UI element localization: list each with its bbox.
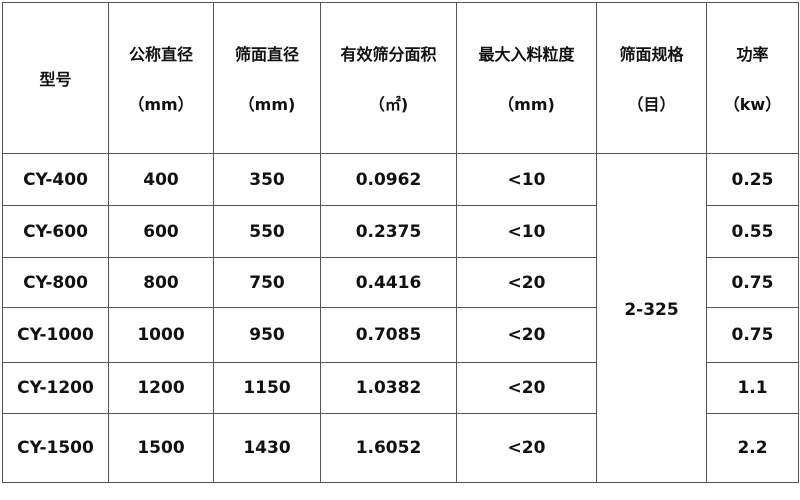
cell-model: CY-1500 bbox=[2, 413, 109, 483]
table-row: CY-1000 1000 950 0.7085 <20 0.75 bbox=[2, 307, 799, 363]
cell-effective-area: 1.0382 bbox=[320, 362, 457, 414]
cell-model: CY-800 bbox=[2, 257, 109, 308]
cell-screen-diameter: 1150 bbox=[213, 362, 321, 414]
spec-table: 型号 公称直径 （mm） 筛面直径 （mm) 有效筛分面积 （㎡) 最大入料粒度 （mm… bbox=[2, 2, 799, 483]
table-row: CY-1500 1500 1430 1.6052 <20 2.2 bbox=[2, 413, 799, 483]
cell-max-feed-size: <10 bbox=[456, 153, 597, 206]
cell-power: 0.75 bbox=[706, 307, 799, 363]
header-row: 型号 公称直径 （mm） 筛面直径 （mm) 有效筛分面积 （㎡) 最大入料粒度 （mm… bbox=[2, 2, 799, 154]
cell-power: 1.1 bbox=[706, 362, 799, 414]
mesh-spec-value: 2-325 bbox=[624, 300, 679, 320]
cell-max-feed-size: <20 bbox=[456, 257, 597, 308]
header-mesh-spec: 筛面规格 （目） bbox=[596, 2, 707, 154]
cell-power: 0.25 bbox=[706, 153, 799, 206]
cell-screen-diameter: 350 bbox=[213, 153, 321, 206]
cell-screen-diameter: 1430 bbox=[213, 413, 321, 483]
cell-model: CY-1200 bbox=[2, 362, 109, 414]
table-row: CY-600 600 550 0.2375 <10 0.55 bbox=[2, 205, 799, 258]
cell-max-feed-size: <10 bbox=[456, 205, 597, 258]
cell-nominal-diameter: 1000 bbox=[108, 307, 214, 363]
cell-nominal-diameter: 400 bbox=[108, 153, 214, 206]
cell-power: 2.2 bbox=[706, 413, 799, 483]
header-power: 功率 （kw） bbox=[706, 2, 799, 154]
cell-nominal-diameter: 600 bbox=[108, 205, 214, 258]
cell-max-feed-size: <20 bbox=[456, 307, 597, 363]
cell-power: 0.55 bbox=[706, 205, 799, 258]
cell-nominal-diameter: 800 bbox=[108, 257, 214, 308]
cell-mesh-spec: 2-325 bbox=[596, 153, 707, 483]
cell-max-feed-size: <20 bbox=[456, 413, 597, 483]
cell-nominal-diameter: 1200 bbox=[108, 362, 214, 414]
cell-effective-area: 1.6052 bbox=[320, 413, 457, 483]
cell-effective-area: 0.7085 bbox=[320, 307, 457, 363]
header-effective-area: 有效筛分面积 （㎡) bbox=[320, 2, 457, 154]
table-row: CY-800 800 750 0.4416 <20 0.75 bbox=[2, 257, 799, 308]
cell-model: CY-1000 bbox=[2, 307, 109, 363]
table-row: CY-400 400 350 0.0962 <10 2-325 0.25 bbox=[2, 153, 799, 483]
cell-effective-area: 0.2375 bbox=[320, 205, 457, 258]
cell-screen-diameter: 550 bbox=[213, 205, 321, 258]
cell-effective-area: 0.4416 bbox=[320, 257, 457, 308]
cell-model: CY-400 bbox=[2, 153, 109, 206]
cell-screen-diameter: 950 bbox=[213, 307, 321, 363]
cell-effective-area: 0.0962 bbox=[320, 153, 457, 206]
cell-power: 0.75 bbox=[706, 257, 799, 308]
header-screen-diameter: 筛面直径 （mm) bbox=[213, 2, 321, 154]
header-nominal-diameter: 公称直径 （mm） bbox=[108, 2, 214, 154]
cell-model: CY-600 bbox=[2, 205, 109, 258]
header-model: 型号 bbox=[2, 2, 109, 154]
cell-screen-diameter: 750 bbox=[213, 257, 321, 308]
table-row: CY-1200 1200 1150 1.0382 <20 1.1 bbox=[2, 362, 799, 414]
cell-max-feed-size: <20 bbox=[456, 362, 597, 414]
header-max-feed-size: 最大入料粒度 （mm) bbox=[456, 2, 597, 154]
cell-nominal-diameter: 1500 bbox=[108, 413, 214, 483]
